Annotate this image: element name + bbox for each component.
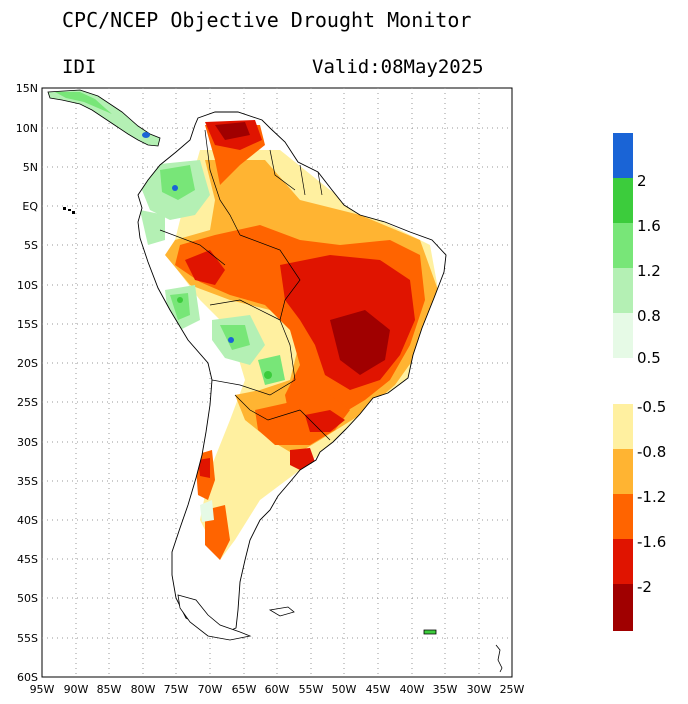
lat-tick-label: 25S (17, 396, 38, 409)
legend-swatch (613, 268, 633, 313)
legend-label: -0.8 (637, 443, 666, 461)
lat-tick-label: 40S (17, 514, 38, 527)
legend-dry: -0.5 -0.8 -1.2 -1.6 -2 (613, 398, 666, 631)
lon-tick-label: 50W (332, 683, 357, 696)
legend-label: 0.8 (637, 307, 661, 325)
lon-tick-label: 25W (500, 683, 525, 696)
legend-swatch (613, 404, 633, 449)
legend-swatch (613, 494, 633, 539)
legend-label: -0.5 (637, 398, 666, 416)
legend-label: -1.6 (637, 533, 666, 551)
legend-swatch (613, 178, 633, 223)
legend-wet: 2 1.6 1.2 0.8 0.5 (613, 133, 661, 367)
lon-tick-label: 95W (30, 683, 55, 696)
lon-tick-label: 45W (366, 683, 391, 696)
lat-tick-label: EQ (22, 200, 38, 213)
legend-swatch (613, 223, 633, 268)
lat-tick-label: 15N (16, 82, 38, 95)
lon-tick-label: 80W (131, 683, 156, 696)
lat-tick-label: 10N (16, 122, 38, 135)
index-label: IDI (62, 56, 97, 78)
lon-tick-label: 85W (97, 683, 122, 696)
valid-date-label: Valid:08May2025 (312, 56, 484, 78)
legend-label: -1.2 (637, 488, 666, 506)
lat-tick-label: 45S (17, 553, 38, 566)
legend-swatch (613, 313, 633, 358)
lat-tick-label: 5S (24, 239, 38, 252)
lat-tick-label: 10S (17, 279, 38, 292)
lat-tick-label: 35S (17, 475, 38, 488)
lon-tick-label: 35W (433, 683, 458, 696)
lat-tick-label: 20S (17, 357, 38, 370)
legend-label: 1.6 (637, 217, 661, 235)
lat-tick-label: 50S (17, 592, 38, 605)
lat-tick-label: 60S (17, 671, 38, 684)
map-area (41, 87, 513, 678)
longitude-axis: 95W 90W 85W 80W 75W 70W 65W 60W 55W 50W … (30, 683, 525, 696)
lon-tick-label: 70W (198, 683, 223, 696)
lon-tick-label: 40W (400, 683, 425, 696)
lat-tick-label: 5N (23, 161, 38, 174)
legend-label: 2 (637, 172, 647, 190)
lon-tick-label: 30W (467, 683, 492, 696)
country-borders (159, 129, 331, 441)
legend-label: -2 (637, 578, 652, 596)
legend-swatch (613, 449, 633, 494)
central-america-landmass (47, 89, 161, 147)
lat-tick-label: 15S (17, 318, 38, 331)
wet-anomaly-panama (142, 132, 150, 138)
lon-tick-label: 65W (232, 683, 257, 696)
lat-tick-label: 55S (17, 632, 38, 645)
lon-tick-label: 55W (299, 683, 324, 696)
latitude-axis: 15N 10N 5N EQ 5S 10S 15S 20S 25S 30S 35S… (16, 82, 39, 684)
southern-islands (177, 594, 503, 673)
legend-label: 0.5 (637, 349, 661, 367)
legend-swatch (613, 584, 633, 631)
galapagos-islands (63, 207, 75, 214)
map-title: CPC/NCEP Objective Drought Monitor (62, 8, 472, 32)
lon-tick-label: 90W (64, 683, 89, 696)
legend-swatch (613, 133, 633, 178)
legend-swatch (613, 539, 633, 584)
lon-tick-label: 60W (265, 683, 290, 696)
legend-label: 1.2 (637, 262, 661, 280)
lon-tick-label: 75W (164, 683, 189, 696)
lat-tick-label: 30S (17, 436, 38, 449)
